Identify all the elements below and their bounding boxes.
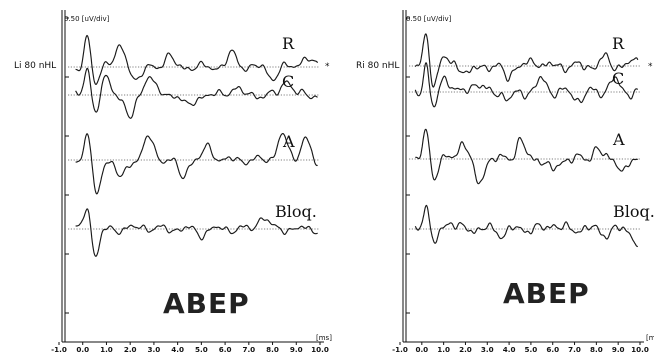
x-tick-label: 0.0 (76, 345, 89, 354)
amplitude-scale: 0.50 [uV/div] (64, 15, 110, 23)
x-tick-label: 10.0 (631, 345, 649, 354)
trace-label: R (282, 34, 295, 53)
trace-waveform (75, 133, 318, 195)
x-tick-label: 5.0 (195, 345, 208, 354)
x-tick-label: 9.0 (612, 345, 625, 354)
trace-label: A (282, 132, 295, 151)
stimulus-label: Li 80 nHL (14, 61, 56, 71)
trace-label: R (612, 34, 625, 53)
trace-waveform (414, 33, 639, 88)
trace-waveform (414, 62, 639, 108)
trace-waveform (414, 204, 639, 248)
x-tick-label: 3.0 (481, 345, 494, 354)
x-tick-label: 3.0 (148, 345, 161, 354)
trace-waveform (415, 128, 638, 185)
trace-marker: * (648, 62, 653, 72)
x-tick-label: -1.0 (392, 345, 408, 354)
amplitude-scale: 0.50 [uV/div] (406, 15, 452, 23)
x-tick-label: 4.0 (171, 345, 184, 354)
trace-waveform (75, 67, 318, 119)
x-tick-label: 5.0 (525, 345, 538, 354)
x-tick-label: 1.0 (100, 345, 113, 354)
x-tick-label: 8.0 (266, 345, 279, 354)
x-tick-label: 6.0 (219, 345, 232, 354)
trace-label: C (282, 72, 294, 91)
x-tick-label: -1.0 (51, 345, 67, 354)
x-tick-label: 1.0 (437, 345, 450, 354)
x-tick-label: 9.0 (290, 345, 303, 354)
panel-label: ABEP (503, 277, 590, 310)
x-unit: [ms] (316, 334, 332, 342)
trace-waveform (75, 208, 318, 257)
x-tick-label: 2.0 (124, 345, 137, 354)
trace-label: A (612, 130, 625, 149)
trace-marker: * (325, 62, 330, 72)
x-unit: [m (646, 334, 654, 342)
stimulus-label: Ri 80 nHL (356, 61, 399, 71)
x-tick-label: 7.0 (242, 345, 255, 354)
x-tick-label: 10.0 (311, 345, 329, 354)
trace-waveform (75, 34, 319, 85)
abep-panel-right: 0.50 [uV/div] Ri 80 nHL [m ABEP * -1.0 0.… (356, 10, 654, 354)
x-tick-label: 2.0 (459, 345, 472, 354)
x-tick-label: 7.0 (568, 345, 581, 354)
trace-label: C (612, 69, 624, 88)
panel-label: ABEP (163, 287, 250, 320)
x-tick-label: 4.0 (503, 345, 516, 354)
abep-panel-left: 0.50 [uV/div] Li 80 nHL [ms] ABEP * -1.0… (14, 10, 332, 354)
trace-label: Bloq. (275, 202, 317, 221)
x-tick-label: 0.0 (415, 345, 428, 354)
trace-label: Bloq. (613, 202, 654, 221)
x-tick-label: 6.0 (546, 345, 559, 354)
x-tick-label: 8.0 (590, 345, 603, 354)
